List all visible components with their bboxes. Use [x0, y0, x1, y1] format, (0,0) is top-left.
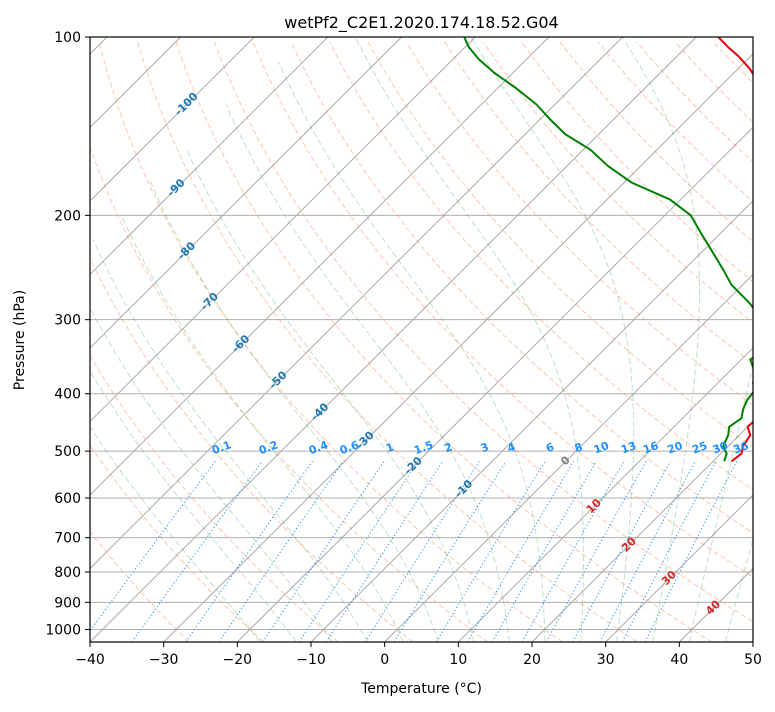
isotherm--100 [0, 37, 254, 642]
isotherm--30 [164, 37, 770, 642]
isotherm-40 [679, 37, 775, 642]
x-tick-label--40: −40 [75, 652, 105, 668]
isotherm--80 [0, 37, 402, 642]
y-tick-label-200: 200 [54, 208, 81, 224]
x-tick-label--30: −30 [149, 652, 179, 668]
moist-adiabat--5 [93, 240, 367, 642]
chart-title: wetPf2_C2E1.2020.174.18.52.G04 [284, 13, 558, 33]
y-tick-label-900: 900 [54, 595, 81, 611]
mixing-ratio-label-8: 4 [505, 440, 517, 455]
series-0-line [718, 37, 775, 461]
dry-adiabat-140 [560, 42, 775, 642]
dry-adiabat-110 [445, 42, 775, 642]
mixing-ratio-line-8 [394, 461, 506, 642]
mixing-ratio-line-17 [645, 461, 737, 642]
dry-adiabat-10 [61, 42, 488, 642]
mixing-ratio-line-10 [468, 461, 574, 642]
mixing-ratio-line-1 [132, 461, 262, 642]
mixing-ratio-label-2: 0.4 [307, 438, 330, 457]
moist-adiabat-15 [226, 105, 509, 643]
y-tick-label-1000: 1000 [45, 622, 81, 638]
mixing-ratio-label-15: 25 [690, 439, 709, 456]
dry-adiabat-130 [522, 42, 775, 642]
x-tick-label--10: −10 [296, 652, 326, 668]
mixing-ratio-line-0 [82, 461, 216, 642]
dry-adiabat-0 [23, 42, 413, 642]
x-tick-label-10: 10 [449, 652, 467, 668]
series-1-line [464, 37, 775, 461]
y-tick-label-500: 500 [54, 444, 81, 460]
dry-adiabat-label-13: 30 [659, 568, 679, 588]
mixing-ratio-label-6: 2 [443, 440, 455, 455]
mixing-ratio-line-6 [326, 461, 443, 642]
mixing-ratio-label-17: 36 [732, 439, 751, 457]
y-tick-label-400: 400 [54, 387, 81, 403]
moist-adiabat-45 [726, 37, 775, 642]
dry-adiabat-50 [215, 42, 775, 642]
x-tick-label-50: 50 [744, 652, 762, 668]
moist-adiabat-20 [278, 62, 545, 643]
dry-adiabat-label-9: -10 [452, 477, 475, 500]
mixing-ratio-label-14: 20 [666, 439, 685, 457]
mixing-ratio-line-15 [600, 461, 696, 642]
dry-adiabat-180 [714, 42, 775, 642]
dry-adiabat-190 [752, 42, 775, 642]
isotherm--10 [311, 37, 775, 642]
isotherm--40 [90, 37, 696, 642]
moist-adiabat-0 [121, 215, 403, 642]
x-tick-label-0: 0 [380, 652, 389, 668]
moist-adiabat--20 [24, 307, 260, 643]
mixing-ratio-line-4 [263, 461, 384, 642]
y-tick-label-800: 800 [54, 565, 81, 581]
y-tick-label-100: 100 [54, 30, 81, 46]
background-lines [0, 37, 775, 642]
dry-adiabat-label-0: -100 [172, 90, 201, 119]
mixing-ratio-label-0: 0.1 [210, 438, 233, 457]
mixing-ratio-line-12 [522, 461, 624, 642]
x-tick-label--20: −20 [223, 652, 253, 668]
dry-adiabat--20 [0, 42, 263, 642]
mixing-ratio-label-12: 13 [619, 439, 638, 456]
mixing-ratio-label-11: 10 [592, 439, 611, 457]
moist-adiabat-40 [689, 37, 775, 642]
mixing-ratio-label-7: 3 [479, 440, 491, 455]
dry-adiabat--30 [0, 42, 189, 642]
mixing-ratio-line-14 [573, 461, 671, 642]
moist-adiabat-30 [471, 37, 634, 642]
x-axis-label: Temperature (°C) [360, 681, 482, 697]
mixing-ratio-label-4: 1 [384, 440, 396, 455]
y-tick-label-300: 300 [54, 313, 81, 329]
y-tick-label-600: 600 [54, 491, 81, 507]
isotherm-50 [753, 37, 775, 642]
dry-adiabat-160 [637, 42, 775, 642]
x-tick-label-30: 30 [597, 652, 615, 668]
x-tick-label-40: 40 [670, 652, 688, 668]
dry-adiabat-label-14: 40 [703, 597, 723, 617]
dry-adiabat-60 [253, 42, 775, 642]
series-lines [464, 37, 775, 461]
moist-adiabat--15 [47, 288, 297, 642]
mixing-ratio-line-2 [186, 461, 313, 642]
mixing-ratio-label-9: 6 [544, 440, 556, 455]
dry-adiabat-100 [407, 42, 775, 642]
mixing-ratio-label-13: 16 [641, 439, 660, 457]
y-tick-label-700: 700 [54, 531, 81, 547]
isotherm-20 [532, 37, 775, 642]
y-axis-label: Pressure (hPa) [12, 290, 28, 390]
isotherm--50 [16, 37, 622, 642]
dry-adiabat-80 [330, 42, 775, 642]
x-tick-label-20: 20 [523, 652, 541, 668]
dry-adiabat-label-2: -80 [175, 239, 198, 262]
